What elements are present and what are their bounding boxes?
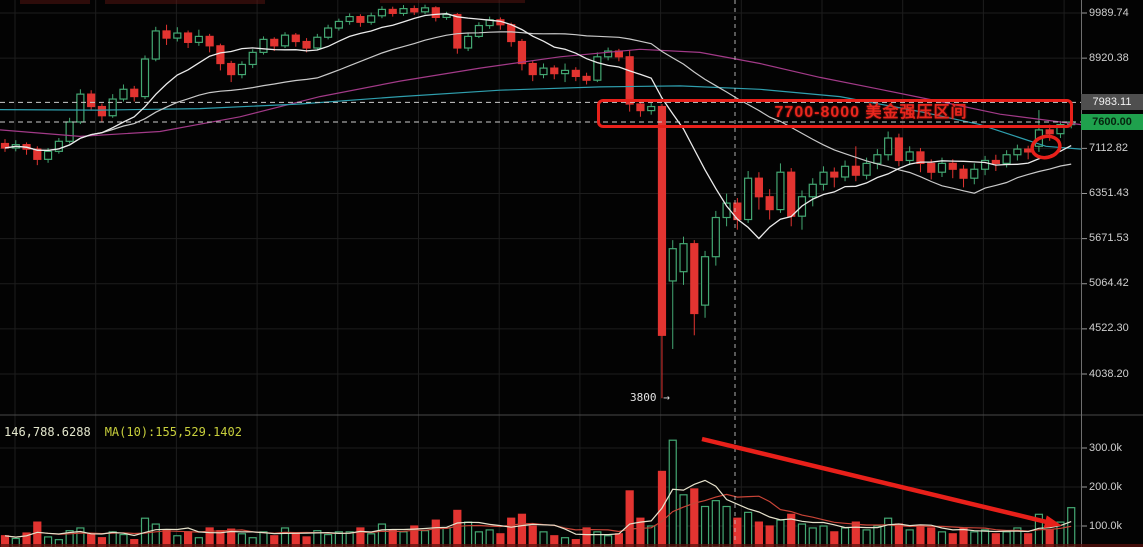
trend-arrow	[701, 436, 1056, 527]
price-axis[interactable]: 9989.74 8920.38 7112.82 6351.43 5671.53 …	[1081, 0, 1143, 547]
candles-layer	[0, 4, 1076, 399]
top-cropped-text	[20, 0, 525, 4]
price-tick: 5671.53	[1089, 232, 1129, 245]
red-annotations-layer	[701, 134, 1062, 528]
price-tick: 4038.20	[1089, 367, 1129, 380]
trend-arrow-head	[1043, 515, 1062, 528]
grid-layer	[0, 0, 1081, 547]
volume-tick: 200.0k	[1089, 480, 1123, 493]
price-tick: 5064.42	[1089, 277, 1129, 290]
ma-cyan-line	[0, 85, 1082, 150]
last-price-tag: 7600.00	[1081, 113, 1143, 130]
price-tick: 9989.74	[1089, 6, 1129, 19]
resistance-zone-box: 7700-8000 美金强压区间	[597, 99, 1073, 128]
dashed-lines-layer	[0, 0, 1082, 547]
price-tick: 8920.38	[1089, 51, 1129, 64]
crash-low-label: 3800 →	[630, 391, 670, 404]
ma-fast-line	[4, 13, 1072, 240]
price-tick: 6351.43	[1089, 186, 1129, 199]
ma-magenta-line	[0, 48, 1082, 138]
volume-ma-layer	[4, 479, 1072, 538]
crosshair-price-tag: 7983.11	[1081, 94, 1143, 111]
volume-ma10-value: MA(10):155,529.1402	[104, 425, 242, 439]
bottom-cropped-axis	[0, 544, 1143, 547]
volume-tick: 300.0k	[1089, 441, 1123, 454]
ma-lines-layer	[0, 13, 1082, 240]
current-volume-value: 146,788.6288	[4, 425, 91, 439]
ma-slow-line	[4, 31, 1072, 194]
price-tick: 4522.30	[1089, 322, 1129, 335]
price-tick: 7112.82	[1089, 141, 1128, 154]
resistance-zone-label: 7700-8000 美金强压区间	[774, 104, 968, 121]
volume-tick: 100.0k	[1089, 519, 1123, 532]
highlight-circle	[1030, 134, 1062, 160]
volume-readout: 146,788.6288 MA(10):155,529.1402	[4, 425, 242, 439]
volume-ma-fast-line	[4, 479, 1072, 538]
